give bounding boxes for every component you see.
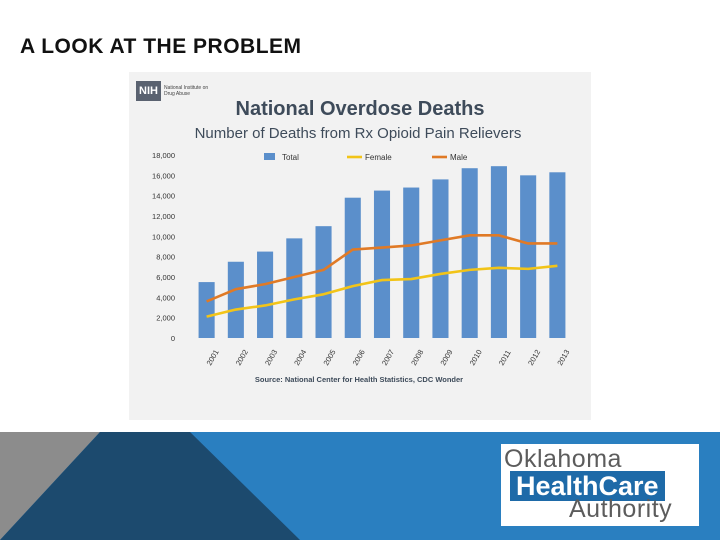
bar-2008: [403, 187, 420, 338]
x-axis: 2001 2002 2003 2004 2005 2006 2007 2008 2009 2010…: [205, 348, 572, 367]
line-series: [206, 234, 558, 318]
legend-swatch-total: [264, 153, 275, 160]
y-tick-label: 8,000: [156, 253, 175, 262]
chart-panel: NIH National Institute on Drug Abuse Nat…: [129, 72, 591, 420]
slide-title: A LOOK AT THE PROBLEM: [20, 35, 302, 58]
nih-badge: NIH: [136, 81, 161, 101]
y-tick-label: 16,000: [152, 171, 175, 180]
band-dark-blue: [0, 432, 300, 540]
legend-label-female: Female: [365, 153, 392, 162]
bar-2006: [344, 197, 361, 338]
y-tick-label: 14,000: [152, 192, 175, 201]
x-tick-label: 2009: [438, 348, 454, 367]
x-tick-label: 2011: [497, 349, 513, 367]
x-tick-label: 2005: [321, 348, 337, 367]
bar-2010: [461, 168, 478, 338]
bar-series-total: [198, 166, 566, 338]
line-female: [206, 264, 558, 318]
chart-subtitle: Number of Deaths from Rx Opioid Pain Rel…: [195, 125, 522, 142]
overdose-chart: National Overdose Deaths Number of Death…: [152, 98, 572, 384]
legend-label-male: Male: [450, 153, 468, 162]
y-tick-label: 10,000: [152, 232, 175, 241]
x-tick-label: 2013: [555, 348, 571, 367]
logo-line-authority: Authority: [569, 495, 673, 523]
bar-2005: [315, 226, 332, 338]
bar-2009: [432, 179, 449, 338]
bar-2007: [373, 190, 391, 338]
bar-2004: [286, 238, 303, 338]
x-tick-label: 2008: [409, 348, 425, 367]
logo-line-oklahoma: Oklahoma: [504, 445, 622, 473]
x-tick-label: 2007: [380, 348, 396, 367]
chart-title: National Overdose Deaths: [236, 98, 485, 120]
x-tick-label: 2003: [263, 348, 279, 367]
y-tick-label: 12,000: [152, 212, 175, 221]
logo-line-healthcare: HealthCare: [510, 471, 665, 501]
y-tick-label: 18,000: [152, 151, 175, 160]
x-tick-label: 2004: [292, 348, 308, 367]
oklahoma-health-care-authority-logo: Oklahoma HealthCare Authority: [501, 444, 699, 526]
y-tick-label: 4,000: [156, 293, 175, 302]
bar-2001: [198, 282, 215, 338]
y-tick-label: 0: [171, 334, 175, 343]
chart-source: Source: National Center for Health Stati…: [255, 375, 463, 384]
legend-label-total: Total: [282, 153, 299, 162]
y-tick-label: 6,000: [156, 273, 175, 282]
x-tick-label: 2002: [234, 348, 250, 367]
x-tick-label: 2010: [468, 348, 484, 367]
bar-2013: [549, 172, 566, 338]
y-axis: 0 2,000 4,000 6,000 8,000 10,000 12,000 14,000 1…: [152, 151, 175, 343]
bar-2003: [257, 251, 274, 338]
x-tick-label: 2012: [526, 348, 542, 367]
line-male: [206, 234, 558, 303]
bar-2002: [227, 261, 244, 338]
chart-legend: Total Female Male: [264, 153, 468, 162]
y-tick-label: 2,000: [156, 314, 175, 323]
nih-logo: NIH National Institute on Drug Abuse: [136, 81, 209, 101]
bar-2011: [490, 166, 507, 338]
x-tick-label: 2006: [351, 348, 367, 367]
nih-org-name: National Institute on Drug Abuse: [163, 85, 209, 97]
x-tick-label: 2001: [205, 348, 221, 367]
bar-2012: [520, 175, 537, 338]
